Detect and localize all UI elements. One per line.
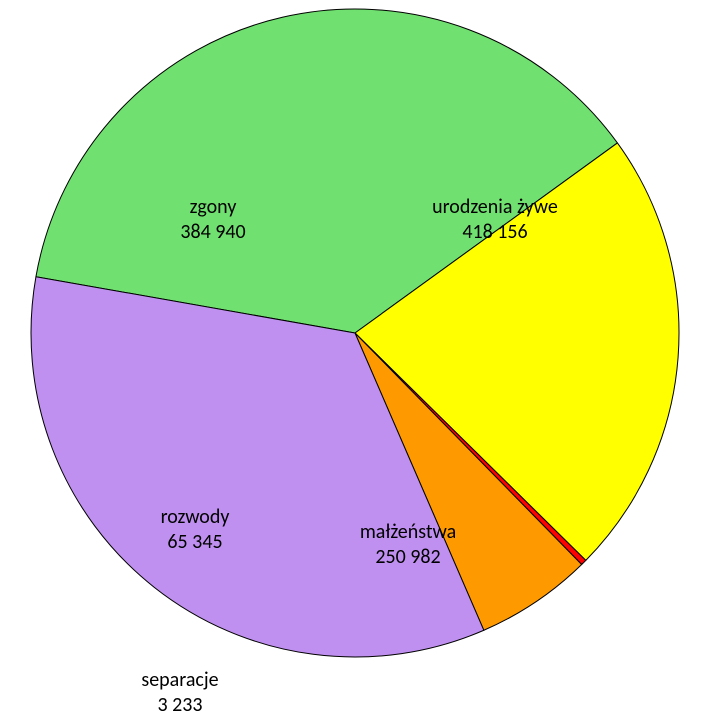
- slice-label: urodzenia żywe418 156: [432, 195, 558, 245]
- slice-label: zgony384 940: [180, 195, 245, 245]
- slice-label-value: 250 982: [360, 545, 456, 570]
- slice-label-value: 418 156: [432, 220, 558, 245]
- slice-label-name: zgony: [180, 195, 245, 220]
- pie-svg: [0, 0, 710, 712]
- pie-chart: urodzenia żywe418 156 małżeństwa250 982 se…: [0, 0, 710, 712]
- slice-label: małżeństwa250 982: [360, 520, 456, 570]
- slice-label-value: 65 345: [161, 530, 230, 555]
- slice-label-name: separacje: [141, 668, 218, 693]
- slice-label-name: małżeństwa: [360, 520, 456, 545]
- slice-label-value: 384 940: [180, 220, 245, 245]
- slice-label-name: rozwody: [161, 505, 230, 530]
- slice-label: rozwody65 345: [161, 505, 230, 555]
- slice-label-name: urodzenia żywe: [432, 195, 558, 220]
- slice-label: separacje3 233: [141, 668, 218, 718]
- slice-label-value: 3 233: [141, 693, 218, 718]
